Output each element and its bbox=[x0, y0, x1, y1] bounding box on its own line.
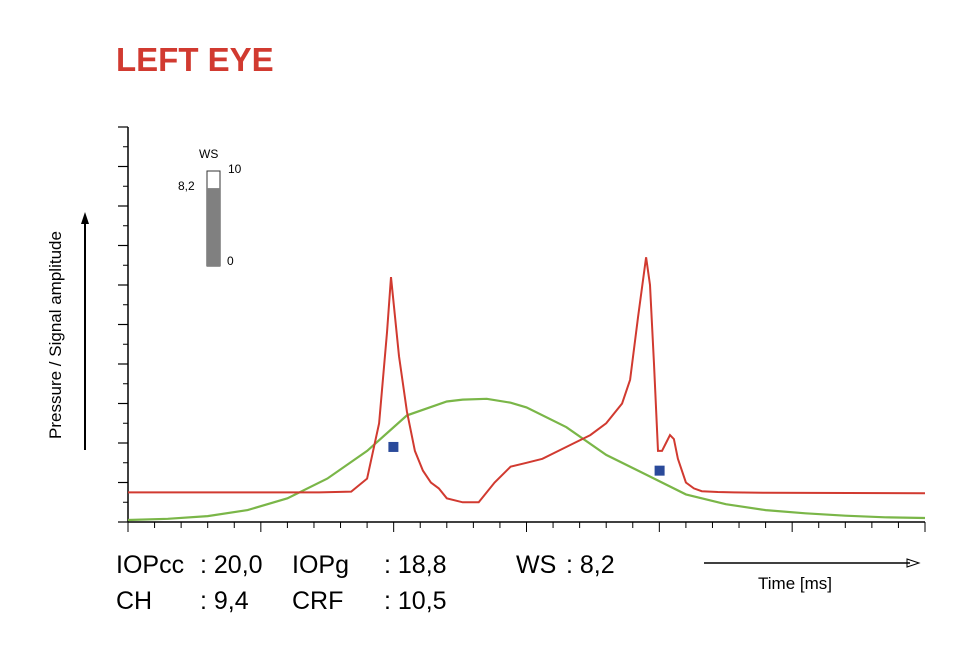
marker-point-1 bbox=[388, 441, 399, 452]
crf-label: CRF bbox=[292, 587, 344, 615]
ws-gauge-title: WS bbox=[199, 147, 218, 161]
ws-gauge-max-label: 10 bbox=[228, 162, 242, 176]
y-axis bbox=[118, 126, 129, 523]
y-axis-ticks bbox=[118, 126, 128, 523]
ch-value: : 9,4 bbox=[200, 587, 249, 615]
iopg-label: IOPg bbox=[292, 551, 349, 579]
ch-label: CH bbox=[116, 587, 153, 615]
chart-markers bbox=[388, 441, 665, 476]
y-arrow-head bbox=[81, 212, 89, 224]
series-line-signal bbox=[127, 397, 926, 522]
iopcc-value: : 20,0 bbox=[200, 551, 263, 579]
ws-gauge: WS 10 8,2 0 bbox=[178, 147, 242, 268]
y-axis-label: Pressure / Signal amplitude bbox=[46, 231, 65, 439]
page-title: LEFT EYE bbox=[116, 41, 274, 78]
x-axis-label: Time [ms] bbox=[758, 574, 832, 593]
ws-gauge-min-label: 0 bbox=[227, 254, 234, 268]
iopg-value: : 18,8 bbox=[384, 551, 447, 579]
ws-readout-label: WS bbox=[516, 551, 557, 579]
y-axis-label-wrap: Pressure / Signal amplitude bbox=[36, 200, 76, 470]
x-arrow-head bbox=[906, 558, 921, 568]
iopcc-label: IOPcc bbox=[116, 551, 185, 579]
ws-gauge-fill bbox=[207, 188, 220, 266]
ws-readout-value: : 8,2 bbox=[566, 551, 615, 579]
x-axis bbox=[127, 521, 926, 532]
ws-gauge-value-label: 8,2 bbox=[178, 179, 195, 193]
x-axis-ticks bbox=[127, 522, 926, 532]
series-line-pressure bbox=[128, 257, 926, 504]
crf-value: : 10,5 bbox=[384, 587, 447, 615]
marker-point-2 bbox=[654, 465, 665, 476]
